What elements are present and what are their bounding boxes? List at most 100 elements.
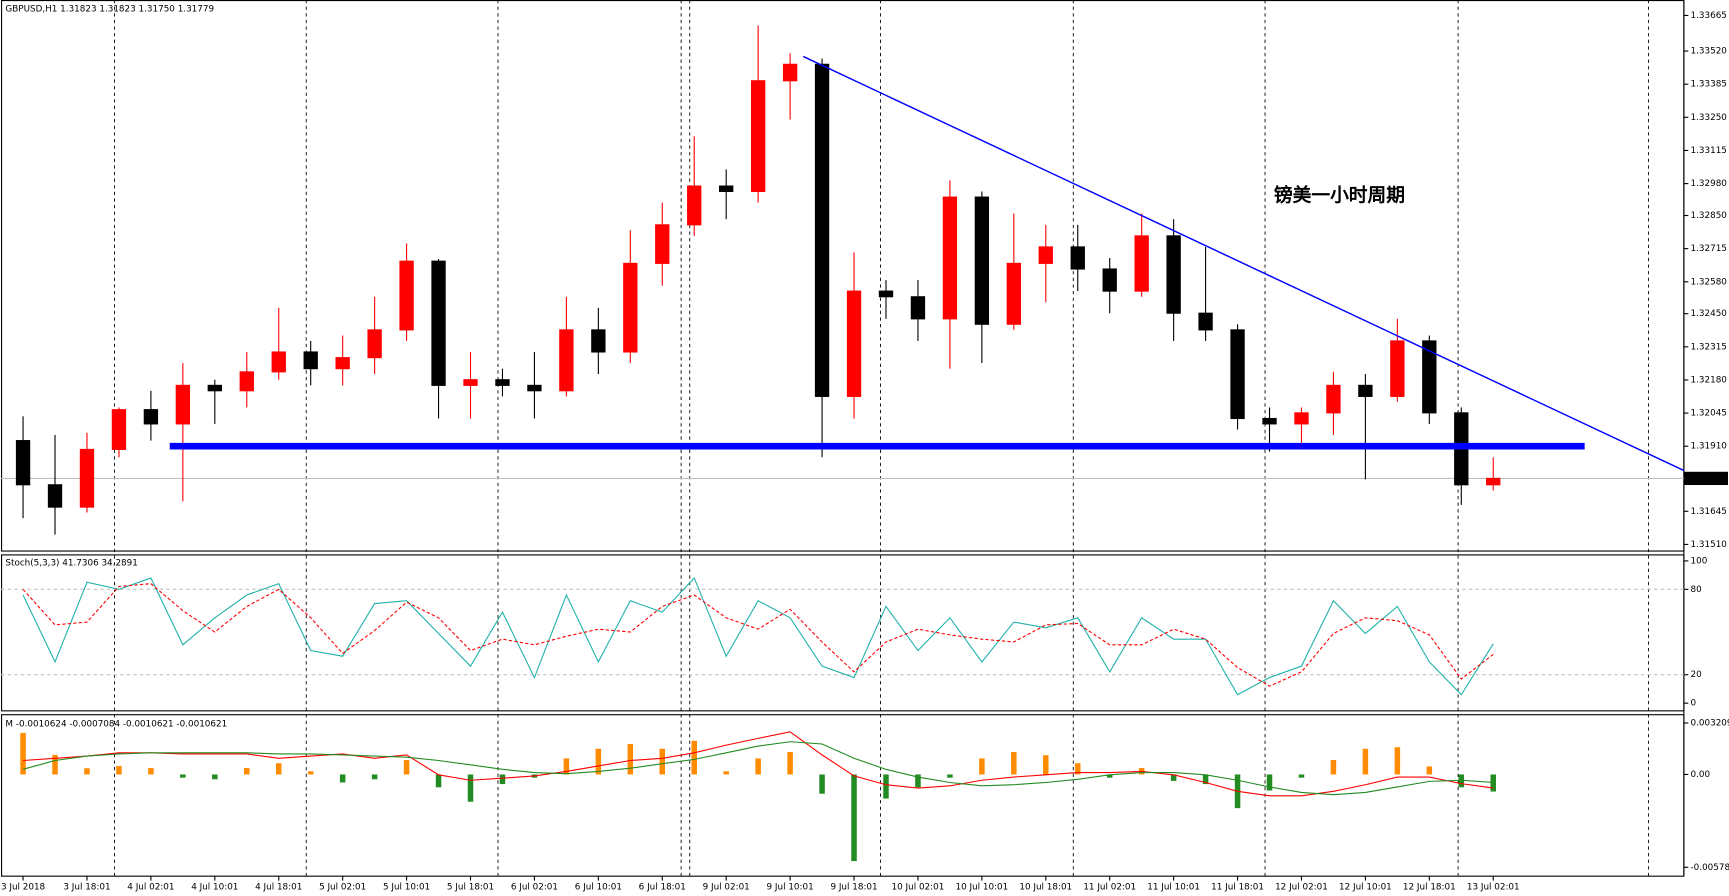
y-tick-label: 1.33250 <box>1691 113 1728 123</box>
y-tick-label: 0 <box>1691 699 1697 709</box>
histogram-bar <box>467 774 474 802</box>
candle-body <box>1070 246 1085 270</box>
y-tick-label: 1.32180 <box>1691 375 1728 385</box>
histogram-bar <box>52 754 58 775</box>
candle-body <box>846 290 862 397</box>
candle-body <box>79 448 95 508</box>
x-tick-label: 11 Jul 18:01 <box>1211 883 1264 893</box>
candle-body <box>591 329 606 353</box>
y-tick-label: 1.32450 <box>1691 309 1728 319</box>
histogram-bar <box>563 758 570 775</box>
candle-body <box>750 80 766 193</box>
annotation: 镑美一小时周期 <box>1274 185 1405 207</box>
histogram-bar <box>787 752 793 775</box>
candle-body <box>1326 384 1341 414</box>
y-tick-label: 1.32715 <box>1691 244 1727 254</box>
x-tick-label: 12 Jul 02:01 <box>1275 883 1328 893</box>
x-tick-label: 3 Jul 2018 <box>1 883 45 893</box>
histogram-bar <box>595 748 602 775</box>
y-tick-label: 1.31910 <box>1691 442 1728 452</box>
candle-body <box>974 196 990 325</box>
candle-body <box>47 484 63 508</box>
candle-body <box>687 185 702 226</box>
y-tick-label: 1.32850 <box>1691 211 1728 221</box>
histogram-bar <box>371 774 378 780</box>
stoch-title: Stoch(5,3,3) 41.7306 34.2891 <box>5 559 137 569</box>
candle-body <box>1422 340 1437 414</box>
histogram-bar <box>339 774 346 783</box>
trend-line <box>802 55 1684 472</box>
candle-body <box>1166 235 1181 314</box>
histogram-bar <box>1426 766 1433 775</box>
histogram-bar <box>275 763 282 775</box>
y-tick-label: -0.005788 <box>1691 863 1729 873</box>
x-tick-label: 6 Jul 10:01 <box>575 883 622 893</box>
candle-body <box>942 196 958 320</box>
candle-body <box>239 371 254 392</box>
histogram-bar <box>659 748 666 775</box>
histogram-bar <box>1266 774 1273 791</box>
candle-body <box>559 329 574 392</box>
histogram-bar <box>1330 760 1337 775</box>
x-tick-label: 4 Jul 02:01 <box>127 883 174 893</box>
histogram-bar <box>435 774 442 788</box>
candle-body <box>399 260 414 331</box>
histogram-bar <box>116 765 122 775</box>
y-tick-label: 1.33115 <box>1691 146 1727 156</box>
histogram-bar <box>915 774 921 788</box>
y-tick-label: 1.32315 <box>1691 342 1727 352</box>
candle-body <box>175 384 191 425</box>
candle-body <box>1038 246 1053 264</box>
indicator-line <box>22 741 1494 796</box>
x-tick-label: 9 Jul 10:01 <box>767 883 814 893</box>
candle-body <box>271 351 286 373</box>
x-tick-label: 11 Jul 02:01 <box>1083 883 1136 893</box>
histogram-bar <box>851 774 857 862</box>
y-tick-label: 1.32980 <box>1691 179 1728 189</box>
histogram-bar <box>883 774 889 799</box>
candle-body <box>335 357 350 370</box>
histogram-bar <box>1298 774 1305 778</box>
x-tick-label: 4 Jul 10:01 <box>191 883 238 893</box>
histogram-bar <box>819 774 825 794</box>
histogram-bar <box>244 768 250 775</box>
candle-body <box>1102 268 1117 292</box>
candle-body <box>1486 477 1501 486</box>
histogram-bar <box>499 774 506 785</box>
histogram-bar <box>691 740 697 775</box>
indicator-line <box>23 731 1494 797</box>
x-tick-label: 13 Jul 02:01 <box>1467 883 1520 893</box>
histogram-bar <box>307 771 314 775</box>
candle-body <box>111 409 127 450</box>
x-tick-label: 12 Jul 10:01 <box>1339 883 1392 893</box>
histogram-bar <box>84 768 90 775</box>
current-price-box <box>1683 471 1728 486</box>
histogram-bar <box>1106 774 1113 778</box>
histogram-bar <box>723 771 729 775</box>
candle-body <box>1198 312 1213 331</box>
x-tick-label: 6 Jul 18:01 <box>639 883 686 893</box>
candle-body <box>1262 417 1277 425</box>
candle-body <box>623 262 638 353</box>
histogram-bar <box>1394 747 1401 775</box>
x-tick-label: 5 Jul 18:01 <box>447 883 494 893</box>
histogram-bar <box>1490 774 1496 792</box>
candle-body <box>1390 340 1405 397</box>
candle-body <box>782 63 798 82</box>
candle-body <box>207 384 222 392</box>
candle-body <box>495 379 510 386</box>
histogram-bar <box>1202 774 1209 785</box>
y-tick-label: 1.31645 <box>1691 507 1727 517</box>
histogram-bar <box>755 758 761 775</box>
histogram-bar <box>148 768 154 775</box>
histogram-bar <box>979 758 985 775</box>
histogram-bar <box>1458 774 1465 788</box>
y-tick-label: 1.33520 <box>1691 47 1728 57</box>
x-tick-label: 10 Jul 18:01 <box>1019 883 1072 893</box>
y-tick-label: 80 <box>1691 585 1703 595</box>
x-tick-label: 6 Jul 02:01 <box>511 883 558 893</box>
x-tick-label: 5 Jul 10:01 <box>383 883 430 893</box>
histogram-bar <box>180 774 186 778</box>
current-price-label: 1.31779 <box>1688 474 1724 484</box>
